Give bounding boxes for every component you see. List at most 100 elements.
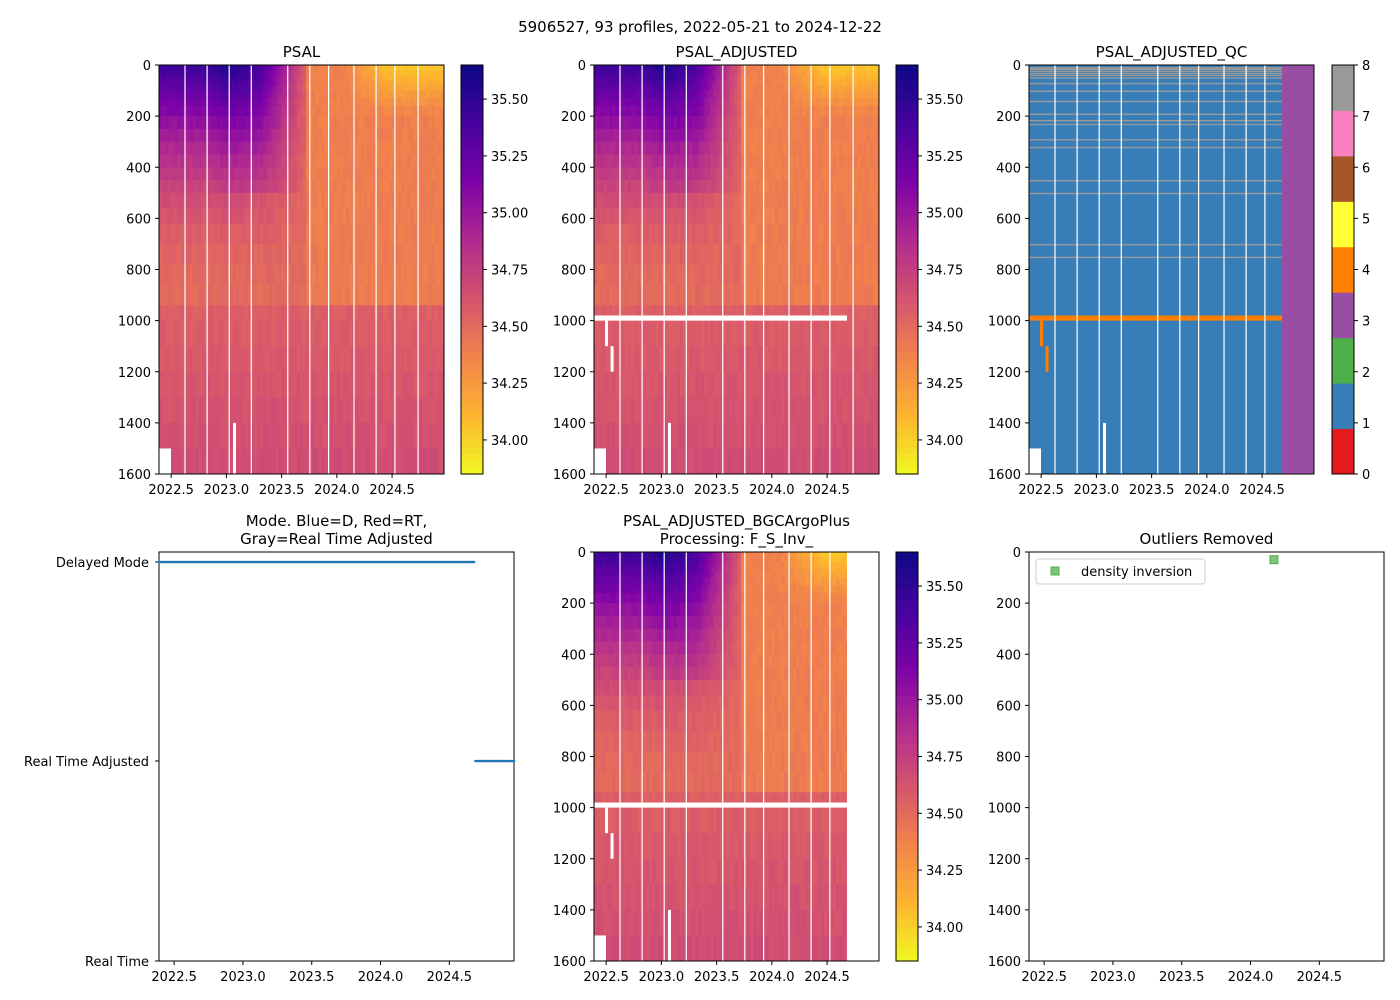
heatmap-cell (612, 167, 616, 181)
heatmap-cell (413, 192, 417, 209)
heatmap-cell (774, 422, 779, 449)
heatmap-cell (201, 116, 206, 130)
heatmap-cell (814, 320, 819, 347)
heatmap-cell (171, 85, 175, 91)
heatmap-cell (741, 346, 745, 373)
heatmap-cell (318, 128, 322, 143)
heatmap-cell (401, 264, 405, 286)
heatmap-cell (839, 208, 843, 224)
heatmap-cell (201, 90, 206, 99)
heatmap-cell (854, 208, 858, 224)
heatmap-cell (771, 346, 776, 373)
heatmap-cell (201, 397, 206, 424)
heatmap-cell (725, 397, 730, 424)
heatmap-cell (241, 243, 246, 265)
heatmap-cell (661, 397, 665, 424)
heatmap-cell (364, 192, 368, 209)
heatmap-cell (198, 85, 203, 91)
heatmap-cell (404, 422, 408, 449)
heatmap-cell (410, 223, 414, 245)
heatmap-cell (394, 422, 399, 449)
heatmap-cell (407, 98, 411, 107)
heatmap-cell (296, 371, 301, 398)
heatmap-cell (327, 208, 332, 224)
heatmap-cell (278, 243, 282, 265)
heatmap-cell (725, 75, 730, 81)
heatmap-cell (385, 180, 390, 194)
heatmap-cell (673, 264, 678, 286)
heatmap-cell (318, 422, 322, 449)
heatmap-cell (391, 116, 396, 130)
heatmap-cell (232, 371, 237, 398)
heatmap-cell (385, 105, 390, 117)
heatmap-cell (296, 192, 301, 209)
heatmap-cell (719, 85, 724, 91)
heatmap-cell (376, 448, 381, 475)
heatmap-cell (842, 320, 846, 347)
heatmap-cell (744, 116, 748, 130)
heatmap-cell (318, 208, 322, 224)
heatmap-cell (257, 116, 261, 130)
heatmap-cell (232, 70, 237, 76)
heatmap-cell (670, 371, 675, 398)
heatmap-cell (232, 243, 237, 265)
heatmap-cell (826, 223, 831, 245)
heatmap-cell (808, 422, 812, 449)
heatmap-cell (309, 208, 313, 224)
heatmap-cell (284, 208, 289, 224)
heatmap-cell (217, 422, 221, 449)
heatmap-cell (336, 70, 341, 76)
heatmap-cell (661, 264, 665, 286)
heatmap-cell (738, 90, 742, 99)
heatmap-cell (624, 264, 629, 286)
heatmap-cell (238, 90, 243, 99)
heatmap-cell (609, 320, 613, 347)
heatmap-cell (707, 371, 711, 398)
heatmap-cell (784, 243, 788, 265)
heatmap-cell (189, 448, 194, 475)
heatmap-cell (679, 371, 684, 398)
heatmap-cell (643, 128, 647, 143)
heatmap-cell (759, 75, 763, 81)
heatmap-cell (232, 264, 237, 286)
heatmap-cell (765, 223, 770, 245)
heatmap-cell (716, 75, 721, 81)
heatmap-cell (814, 98, 819, 107)
heatmap-cell (731, 243, 736, 265)
heatmap-cell (793, 105, 797, 117)
heatmap-cell (744, 154, 748, 168)
heatmap-cell (198, 448, 203, 475)
heatmap-cell (382, 305, 387, 322)
heatmap-cell (162, 116, 166, 130)
heatmap-cell (401, 167, 405, 181)
heatmap-cell (728, 167, 733, 181)
heatmap-cell (857, 422, 862, 449)
heatmap-cell (762, 223, 767, 245)
heatmap-cell (290, 90, 295, 99)
heatmap-cell (676, 70, 681, 76)
heatmap-cell (428, 141, 433, 155)
heatmap-cell (768, 154, 773, 168)
heatmap-cell (306, 243, 310, 265)
y-tick-label: 400 (126, 161, 151, 176)
heatmap-cell (667, 243, 672, 265)
heatmap-cell (336, 128, 341, 143)
heatmap-cell (388, 154, 393, 168)
heatmap-cell (217, 305, 221, 322)
heatmap-cell (615, 223, 619, 245)
heatmap-cell (284, 98, 289, 107)
heatmap-cell (401, 397, 405, 424)
heatmap-cell (630, 223, 635, 245)
heatmap-cell (201, 105, 206, 117)
heatmap-cell (290, 305, 295, 322)
heatmap-cell (260, 223, 264, 245)
heatmap-cell (413, 70, 417, 76)
heatmap-cell (633, 208, 638, 224)
heatmap-cell (652, 208, 656, 224)
heatmap-cell (802, 243, 806, 265)
heatmap-cell (793, 98, 797, 107)
heatmap-cell (756, 320, 760, 347)
heatmap-cell (431, 128, 436, 143)
heatmap-cell (272, 70, 276, 76)
heatmap-cell (848, 85, 852, 91)
